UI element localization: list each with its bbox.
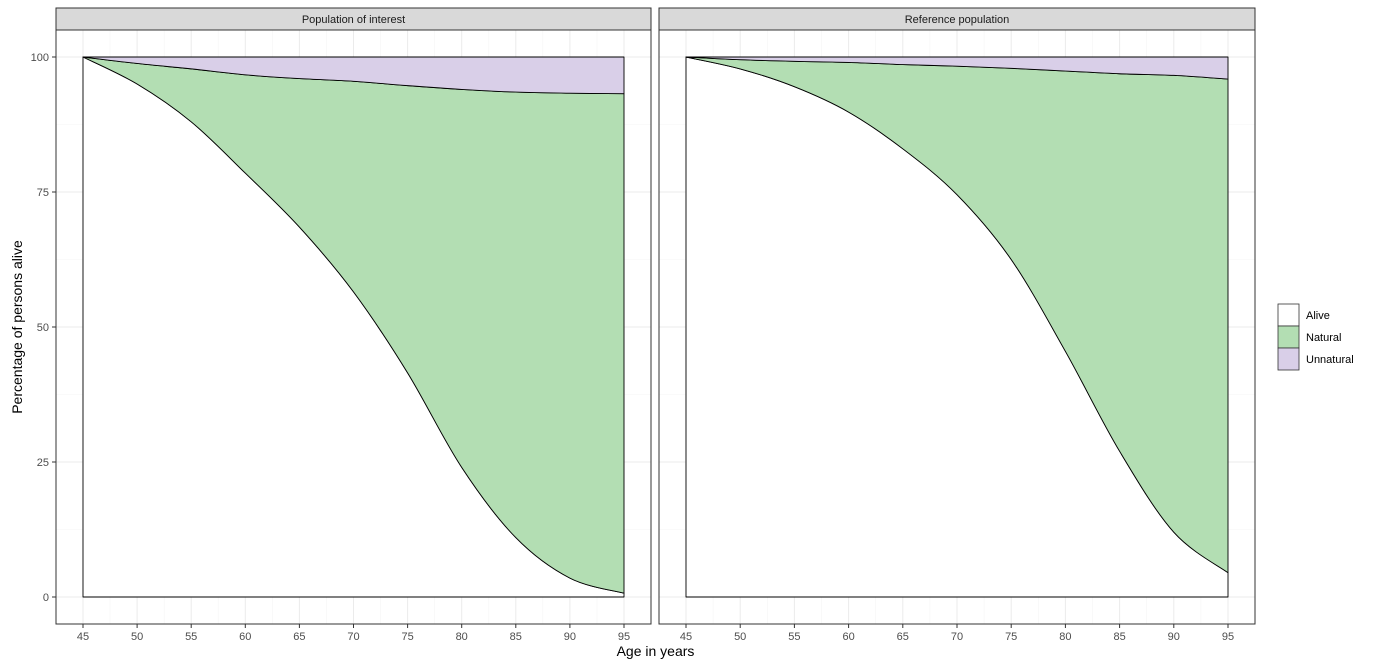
legend-key-natural xyxy=(1277,325,1300,349)
x-tick-label: 80 xyxy=(1059,631,1071,643)
x-tick-label: 65 xyxy=(897,631,909,643)
x-tick-label: 90 xyxy=(564,631,576,643)
x-tick-label: 90 xyxy=(1168,631,1180,643)
legend-label-unnatural: Unnatural xyxy=(1306,354,1354,366)
x-tick-label: 45 xyxy=(680,631,692,643)
x-tick-label: 50 xyxy=(131,631,143,643)
x-tick-label: 95 xyxy=(618,631,630,643)
x-tick-label: 80 xyxy=(456,631,468,643)
x-tick-label: 60 xyxy=(842,631,854,643)
x-tick-label: 45 xyxy=(77,631,89,643)
x-tick-label: 50 xyxy=(734,631,746,643)
x-tick-label: 75 xyxy=(1005,631,1017,643)
legend: Alive Natural Unnatural xyxy=(1277,303,1354,371)
area-unnatural xyxy=(685,56,1229,80)
area-unnatural xyxy=(82,56,625,95)
legend-label-alive: Alive xyxy=(1306,310,1330,322)
x-tick-label: 70 xyxy=(951,631,963,643)
panel-2: Reference population 45 50 55 60 65 70 75 80 85 90… xyxy=(658,7,1256,643)
x-tick-label: 60 xyxy=(239,631,251,643)
y-tick-label: 25 xyxy=(37,457,49,469)
x-tick-label: 95 xyxy=(1222,631,1234,643)
panel-1: Population of interest 45 50 55 60 65 70 75 80 85… xyxy=(31,7,652,643)
y-tick-label: 50 xyxy=(37,322,49,334)
strip-background xyxy=(55,7,652,31)
x-axis-title: Age in years xyxy=(617,643,695,659)
x-tick-label: 70 xyxy=(347,631,359,643)
x-tick-label: 75 xyxy=(401,631,413,643)
panel-title: Reference population xyxy=(905,14,1010,26)
x-tick-label: 55 xyxy=(788,631,800,643)
y-tick-label: 100 xyxy=(31,52,49,64)
x-tick-label: 85 xyxy=(1113,631,1125,643)
strip-background xyxy=(658,7,1256,31)
panel-title: Population of interest xyxy=(302,14,405,26)
y-tick-label: 0 xyxy=(43,592,49,604)
legend-label-natural: Natural xyxy=(1306,332,1341,344)
x-tick-label: 65 xyxy=(293,631,305,643)
y-axis-title: Percentage of persons alive xyxy=(9,240,25,414)
x-tick-label: 85 xyxy=(510,631,522,643)
legend-key-alive xyxy=(1277,303,1300,327)
legend-key-unnatural xyxy=(1277,347,1300,371)
x-tick-label: 55 xyxy=(185,631,197,643)
y-tick-label: 75 xyxy=(37,187,49,199)
